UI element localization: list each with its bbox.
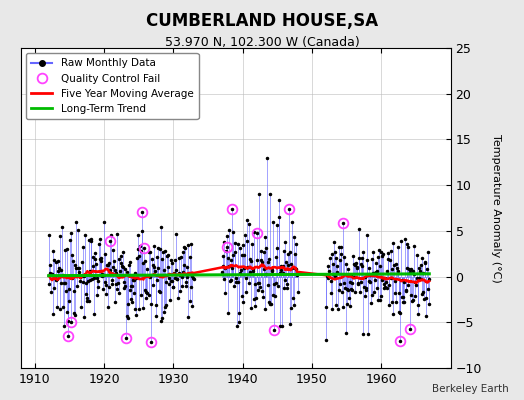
Text: Berkeley Earth: Berkeley Earth [432, 384, 508, 394]
Y-axis label: Temperature Anomaly (°C): Temperature Anomaly (°C) [492, 134, 501, 282]
Legend: Raw Monthly Data, Quality Control Fail, Five Year Moving Average, Long-Term Tren: Raw Monthly Data, Quality Control Fail, … [26, 53, 199, 119]
Text: CUMBERLAND HOUSE,SA: CUMBERLAND HOUSE,SA [146, 12, 378, 30]
Text: 53.970 N, 102.300 W (Canada): 53.970 N, 102.300 W (Canada) [165, 36, 359, 49]
